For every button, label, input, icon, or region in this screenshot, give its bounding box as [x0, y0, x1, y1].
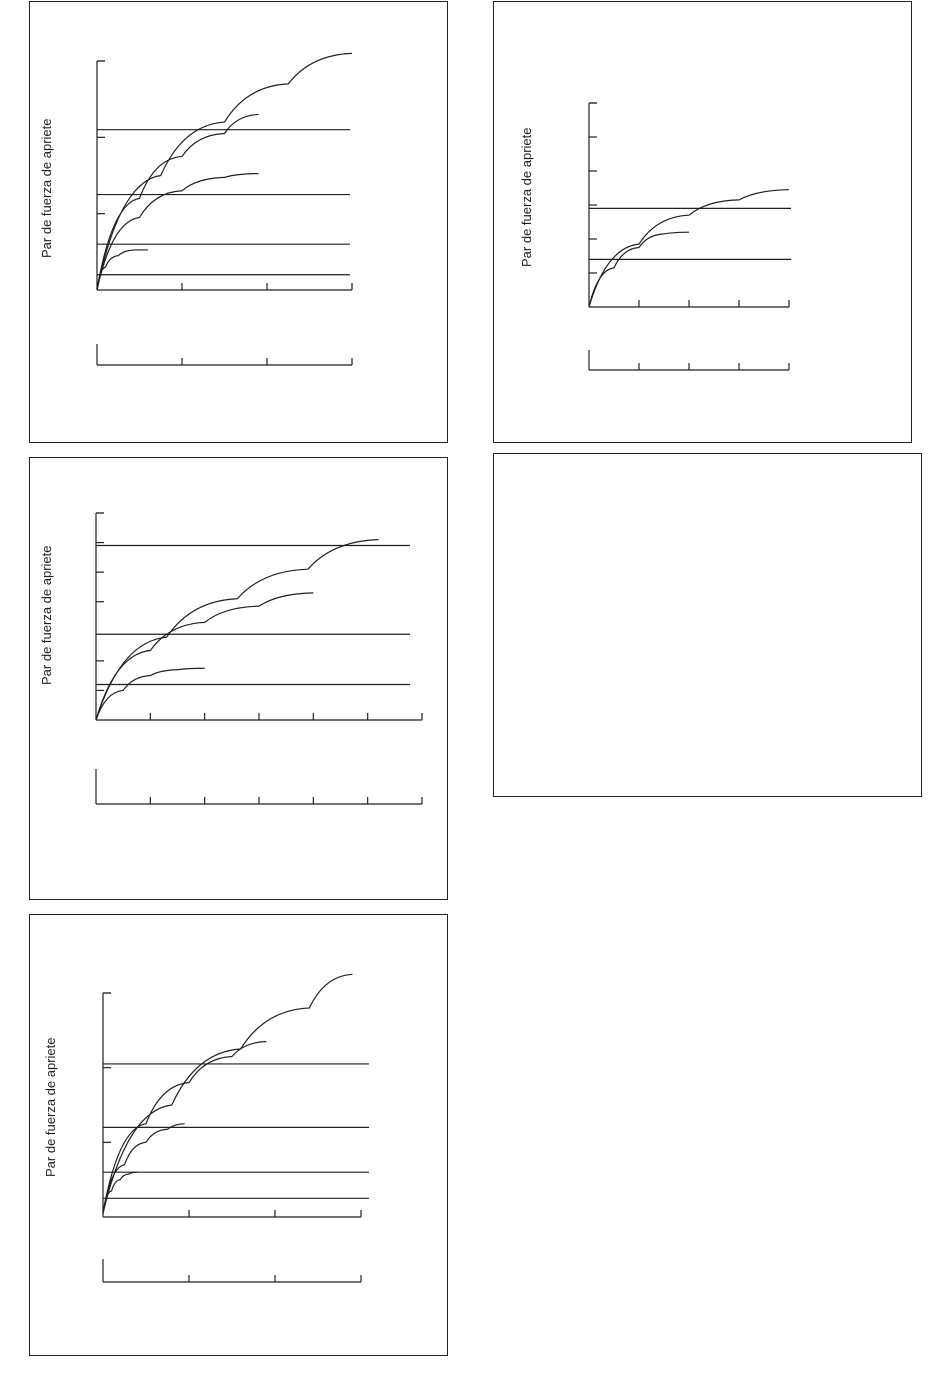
- chart-panel-5: Par de fuerza de apriete: [29, 914, 448, 1356]
- series-2-line: [102, 1123, 185, 1214]
- series-2-line: [588, 189, 790, 308]
- series-1-line: [95, 667, 205, 721]
- chart-svg: [588, 102, 791, 371]
- chart-svg: [95, 512, 423, 805]
- chart-panel-4-empty: [493, 453, 922, 797]
- chart-svg: [102, 973, 369, 1283]
- series-4-line: [96, 52, 353, 291]
- series-2-line: [96, 172, 259, 291]
- chart-panel-1: Par de fuerza de apriete: [29, 1, 448, 443]
- series-3-line: [102, 1040, 267, 1214]
- series-1-line: [588, 231, 690, 308]
- chart-panel-2: Par de fuerza de apriete: [493, 1, 912, 443]
- series-4-line: [102, 973, 353, 1214]
- series-3-line: [95, 539, 379, 721]
- chart-panel-3: Par de fuerza de apriete: [29, 457, 448, 900]
- series-2-line: [95, 592, 314, 721]
- series-3-line: [96, 113, 259, 291]
- chart-svg: [96, 52, 353, 366]
